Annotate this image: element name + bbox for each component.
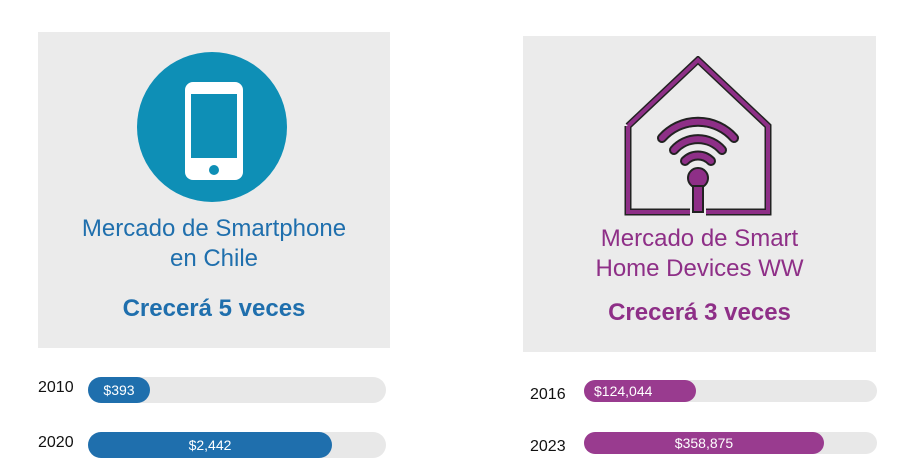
bar-track: $358,875 bbox=[584, 432, 877, 454]
bar-row-2023: 2023 $358,875 bbox=[530, 432, 877, 458]
bar-row-2010: 2010 $393 bbox=[38, 377, 388, 403]
growth-highlight: Crecerá 5 veces bbox=[122, 295, 306, 322]
bar-track: $393 bbox=[88, 377, 386, 403]
bar-year: 2020 bbox=[38, 434, 74, 451]
smart-home-icon bbox=[624, 56, 772, 216]
bar-track: $2,442 bbox=[88, 432, 386, 458]
smartphone-icon bbox=[137, 52, 287, 202]
bar-row-2016: 2016 $124,044 bbox=[530, 380, 877, 406]
smart-home-market-card: Mercado de Smart Home Devices WW Crecerá… bbox=[523, 36, 876, 352]
bar-year: 2023 bbox=[530, 438, 566, 455]
bar-fill: $2,442 bbox=[88, 432, 332, 458]
bar-track: $124,044 bbox=[584, 380, 877, 402]
bar-fill: $124,044 bbox=[584, 380, 696, 402]
bar-fill: $393 bbox=[88, 377, 150, 403]
card-title: Mercado de Smart Home Devices WW bbox=[595, 225, 804, 282]
bar-year: 2016 bbox=[530, 386, 566, 403]
bar-year: 2010 bbox=[38, 379, 74, 396]
growth-highlight: Crecerá 3 veces bbox=[608, 299, 791, 326]
card-title: Mercado de Smartphone en Chile bbox=[81, 215, 347, 272]
bar-fill: $358,875 bbox=[584, 432, 824, 454]
smartphone-market-card: Mercado de Smartphone en Chile Crecerá 5… bbox=[38, 32, 390, 348]
bar-row-2020: 2020 $2,442 bbox=[38, 432, 388, 458]
